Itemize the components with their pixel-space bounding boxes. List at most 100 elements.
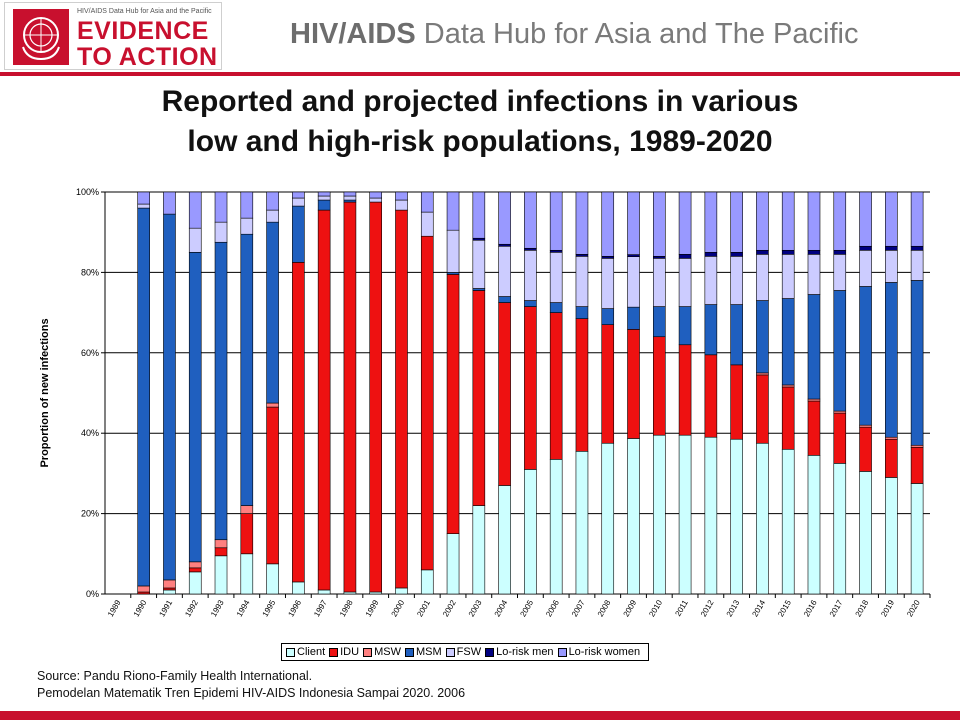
bar-segment-msw bbox=[266, 402, 279, 408]
bar-segment-idu bbox=[292, 262, 305, 583]
bar-segment-lo-risk-women bbox=[524, 191, 537, 249]
bar-segment-idu bbox=[369, 201, 383, 593]
bar-segment-msw bbox=[137, 585, 150, 593]
bar-segment-idu bbox=[678, 344, 692, 436]
bar-segment-lo-risk-women bbox=[781, 191, 795, 251]
bar-segment-msm bbox=[549, 302, 563, 313]
x-tick-label: 2016 bbox=[802, 598, 819, 618]
legend-swatch bbox=[329, 647, 339, 657]
slide-title-line-1: Reported and projected infections in var… bbox=[161, 85, 799, 118]
bar-segment-msm bbox=[214, 241, 228, 541]
bar-segment-msm bbox=[678, 306, 692, 346]
bar-segment-idu bbox=[704, 354, 718, 438]
bar-segment-fsw bbox=[859, 249, 872, 287]
hub-title-rest: Data Hub for Asia and The Pacific bbox=[415, 18, 859, 50]
y-axis-title: Proportion of new infections bbox=[39, 318, 51, 467]
bar-segment-idu bbox=[163, 587, 176, 591]
plot-area bbox=[105, 192, 930, 594]
x-tick-label: 2006 bbox=[544, 598, 561, 618]
bar-segment-lo-risk-women bbox=[188, 191, 202, 229]
bar-segment-idu bbox=[756, 374, 769, 444]
bar-segment-msm bbox=[833, 290, 847, 412]
x-tick-label: 2018 bbox=[854, 598, 871, 618]
bar-segment-client bbox=[833, 463, 847, 595]
bar-segment-fsw bbox=[498, 245, 511, 297]
bar-segment-lo-risk-women bbox=[885, 191, 898, 247]
bar-segment-lo-risk-women bbox=[549, 191, 563, 251]
bar-segment-msm bbox=[885, 282, 898, 438]
bar-segment-msw bbox=[163, 579, 176, 589]
bar-segment-client bbox=[446, 533, 460, 595]
bar-segment-fsw bbox=[730, 256, 743, 305]
bar-segment-lo-risk-men bbox=[498, 243, 511, 247]
bar-segment-msm bbox=[652, 306, 666, 338]
bar-segment-client bbox=[240, 553, 254, 595]
x-tick-label: 1990 bbox=[132, 598, 149, 618]
bar-segment-fsw bbox=[885, 249, 898, 283]
bar-segment-lo-risk-women bbox=[859, 191, 872, 247]
x-tick-label: 2002 bbox=[441, 598, 458, 618]
evidence-to-action-logo[interactable]: HIV/AIDS Data Hub for Asia and the Pacif… bbox=[4, 2, 222, 71]
bar-segment-lo-risk-women bbox=[137, 191, 150, 205]
x-tick-label: 1995 bbox=[261, 598, 278, 618]
hub-title: HIV/AIDS Data Hub for Asia and The Pacif… bbox=[290, 18, 858, 51]
y-tick-label: 80% bbox=[81, 267, 99, 277]
bar-segment-client bbox=[472, 505, 486, 595]
bar-segment-msm bbox=[498, 296, 511, 303]
bar-segment-lo-risk-women bbox=[910, 191, 924, 247]
bar-segment-idu bbox=[266, 406, 279, 565]
bar-segment-lo-risk-men bbox=[781, 249, 795, 255]
bar-segment-msm bbox=[781, 298, 795, 386]
bar-segment-client bbox=[575, 450, 589, 595]
bar-segment-lo-risk-women bbox=[292, 191, 305, 199]
bar-segment-client bbox=[524, 469, 537, 595]
bar-segment-idu bbox=[910, 446, 924, 484]
bar-segment-lo-risk-women bbox=[395, 191, 408, 201]
bar-segment-lo-risk-women bbox=[807, 191, 821, 251]
legend-label: Lo-risk men bbox=[496, 646, 554, 658]
bar-segment-fsw bbox=[317, 195, 331, 201]
bar-segment-lo-risk-women bbox=[652, 191, 666, 257]
bar-segment-msm bbox=[575, 306, 589, 319]
x-tick-label: 2008 bbox=[596, 598, 613, 618]
bar-segment-lo-risk-men bbox=[910, 245, 924, 251]
x-tick-label: 2011 bbox=[673, 598, 690, 618]
bar-segment-lo-risk-women bbox=[730, 191, 743, 253]
bar-segment-idu bbox=[652, 336, 666, 436]
bar-segment-msw bbox=[214, 539, 228, 549]
y-tick-label: 40% bbox=[81, 428, 99, 438]
chart-legend: Client IDU MSW MSM FSW Lo-risk men Lo-risk wom… bbox=[281, 643, 650, 661]
legend-label: MSM bbox=[415, 646, 442, 658]
hub-title-bold: HIV/AIDS bbox=[290, 18, 416, 50]
x-tick-label: 2003 bbox=[467, 598, 484, 618]
y-tick-label: 0% bbox=[86, 589, 99, 599]
bar-segment-msw bbox=[240, 505, 254, 514]
legend-item-lo-risk-men: Lo-risk men bbox=[485, 646, 554, 658]
bar-segment-fsw bbox=[395, 199, 408, 211]
legend-item-msm: MSM bbox=[404, 646, 442, 658]
source-line-2: Pemodelan Matematik Tren Epidemi HIV-AID… bbox=[37, 686, 466, 700]
bar-segment-client bbox=[910, 483, 924, 595]
bar-segment-msm bbox=[240, 233, 254, 506]
bar-segment-fsw bbox=[343, 195, 357, 201]
legend-label: MSW bbox=[374, 646, 401, 658]
bar-segment-lo-risk-women bbox=[214, 191, 228, 223]
x-tick-label: 2015 bbox=[776, 598, 793, 618]
bar-segment-lo-risk-women bbox=[240, 191, 254, 219]
bar-segment-fsw bbox=[137, 203, 150, 209]
bar-segment-client bbox=[266, 563, 279, 595]
x-tick-label: 2017 bbox=[828, 598, 845, 618]
bar-segment-fsw bbox=[704, 256, 718, 305]
y-tick-label: 100% bbox=[76, 187, 99, 197]
bar-segment-idu bbox=[885, 438, 898, 478]
bar-segment-client bbox=[601, 442, 615, 595]
bar-segment-msw bbox=[781, 384, 795, 388]
bar-segment-lo-risk-women bbox=[575, 191, 589, 255]
bar-segment-lo-risk-men bbox=[601, 256, 615, 259]
bar-segment-lo-risk-men bbox=[859, 245, 872, 251]
bar-segment-msm bbox=[627, 306, 640, 330]
bar-segment-lo-risk-women bbox=[704, 191, 718, 253]
x-tick-label: 2007 bbox=[570, 598, 587, 618]
bar-segment-lo-risk-women bbox=[446, 191, 460, 231]
bar-segment-fsw bbox=[807, 254, 821, 295]
